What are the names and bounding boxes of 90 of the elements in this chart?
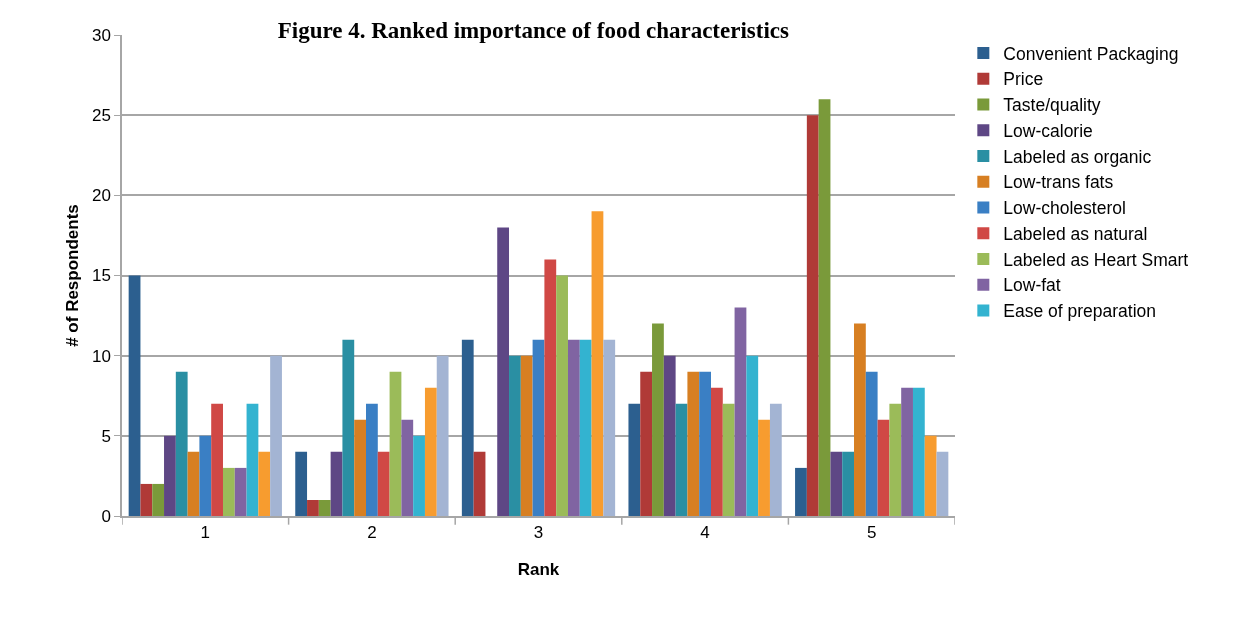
bar (865, 371, 878, 516)
bar (473, 451, 486, 516)
y-axis-title: # of Respondents (62, 204, 82, 347)
x-axis-title: Rank (517, 560, 560, 580)
bar (270, 355, 282, 516)
bar (818, 99, 831, 516)
bar (711, 387, 723, 516)
y-tick-label: 25 (91, 106, 111, 126)
legend-label: Low-trans fats (1003, 172, 1114, 193)
bar (924, 435, 937, 516)
bar (889, 403, 902, 516)
bar (366, 403, 378, 516)
bar (746, 355, 759, 516)
x-tick-label: 3 (533, 523, 544, 543)
x-tick-label: 4 (700, 523, 710, 543)
bar (497, 227, 510, 516)
bar (556, 275, 568, 516)
legend-label: Low-cholesterol (1003, 198, 1126, 219)
bar (330, 451, 343, 516)
legend-label: Labeled as natural (1003, 223, 1148, 244)
bar (936, 451, 949, 516)
y-tick-label: 0 (101, 506, 111, 526)
bar (663, 355, 676, 516)
bar (342, 339, 355, 516)
bar (258, 451, 271, 516)
legend-label: Low-fat (1003, 275, 1061, 296)
bar (295, 451, 308, 516)
bar (912, 387, 925, 516)
x-tick-label: 5 (866, 523, 877, 543)
bar (424, 387, 437, 516)
bar (591, 211, 604, 516)
legend-label: Price (1003, 69, 1044, 90)
bar (795, 467, 807, 516)
bar (830, 451, 843, 516)
bar (318, 499, 331, 516)
bar (579, 339, 592, 516)
bar (722, 403, 735, 516)
x-tick-label: 2 (367, 523, 377, 543)
bar (175, 371, 188, 516)
bar (234, 467, 247, 516)
bar (567, 339, 580, 516)
bar (734, 307, 747, 516)
bar (532, 339, 545, 516)
bar (164, 435, 176, 516)
bar (354, 419, 366, 516)
bar (187, 451, 200, 516)
legend-label: Convenient Packaging (1003, 43, 1179, 64)
bar (509, 355, 521, 516)
bar (675, 403, 688, 516)
bar (222, 467, 235, 516)
bar (806, 115, 819, 516)
bar (246, 403, 259, 516)
legend-label: Labeled as organic (1003, 146, 1152, 167)
bar (758, 419, 770, 516)
bar (544, 259, 557, 516)
bar (640, 371, 653, 516)
bar (307, 499, 319, 516)
bar (769, 403, 782, 516)
legend-label: Ease of preparation (1003, 301, 1157, 322)
bar (140, 483, 153, 516)
y-tick-label: 5 (101, 426, 111, 446)
bar (628, 403, 641, 516)
x-tick-label: 1 (200, 523, 211, 543)
bar (152, 483, 165, 516)
chart-title: Figure 4. Ranked importance of food characteristics (277, 18, 790, 44)
bar (461, 339, 474, 516)
bar (211, 403, 223, 516)
bar (199, 435, 212, 516)
legend-label: Labeled as Heart Smart (1003, 249, 1189, 270)
bar (436, 355, 449, 516)
bar (520, 355, 533, 516)
legend-label: Taste/quality (1003, 95, 1101, 116)
bar (401, 419, 414, 516)
y-tick-label: 20 (91, 186, 111, 206)
legend-label: Low-calorie (1003, 120, 1093, 141)
y-tick-label: 30 (91, 25, 111, 45)
bar (652, 323, 664, 516)
bar (854, 323, 866, 516)
bar (603, 339, 616, 516)
bar (389, 371, 402, 516)
y-tick-label: 10 (91, 346, 111, 366)
bar (128, 275, 141, 516)
bar (877, 419, 890, 516)
bar (377, 451, 390, 516)
bar (901, 387, 913, 516)
bar (413, 435, 425, 516)
y-tick-label: 15 (91, 266, 111, 286)
bar (687, 371, 700, 516)
bar (842, 451, 855, 516)
bar (699, 371, 711, 516)
